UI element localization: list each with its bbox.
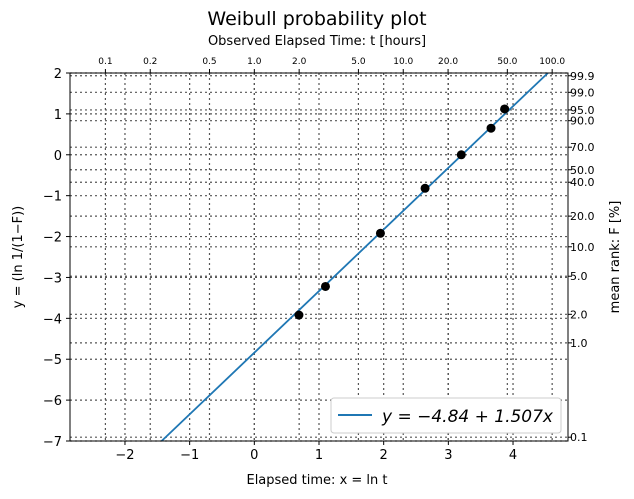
- right-tick-label: 5.0: [570, 270, 588, 283]
- chart-subtitle: Observed Elapsed Time: t [hours]: [208, 34, 426, 49]
- right-tick-label: 10.0: [570, 241, 595, 254]
- top-tick-label: 100.0: [539, 57, 565, 67]
- x-tick-label: 1: [315, 448, 323, 463]
- fit-line: [161, 72, 549, 442]
- top-tick-label: 0.1: [98, 57, 112, 67]
- top-tick-label: 10.0: [393, 57, 413, 67]
- top-tick-label: 50.0: [497, 57, 517, 67]
- top-tick-label: 5.0: [351, 57, 366, 67]
- legend: y = −4.84 + 1.507x: [330, 397, 562, 434]
- right-tick-label: 50.0: [570, 164, 595, 177]
- x-tick-label: −1: [180, 448, 199, 463]
- legend-box: [330, 397, 562, 434]
- chart-title: Weibull probability plot: [207, 8, 426, 30]
- data-point: [486, 123, 496, 133]
- right-tick-label: 95.0: [570, 104, 595, 117]
- x-tick-label: 3: [444, 448, 452, 463]
- data-points: [294, 104, 510, 320]
- right-tick-label: 99.0: [570, 86, 595, 99]
- x-tick-label: −2: [115, 448, 134, 463]
- right-tick-label: 90.0: [570, 115, 595, 128]
- x-tick-label: 4: [509, 448, 517, 463]
- y-axis-label: y = (ln 1/(1−F)): [11, 206, 26, 308]
- data-point: [320, 281, 330, 291]
- top-tick-label: 0.2: [143, 57, 157, 67]
- legend-label: y = −4.84 + 1.507x: [381, 407, 554, 427]
- right-tick-label: 70.0: [570, 141, 595, 154]
- y-tick-label: −1: [43, 190, 62, 205]
- right-tick-label: 0.1: [570, 431, 588, 444]
- x-tick-label: 0: [250, 448, 258, 463]
- x-tick-label: 2: [380, 448, 388, 463]
- plot-frame: [69, 72, 569, 442]
- right-axis: 0.1 1.0 2.0 5.0 10.0 20.0 40.050.0 70.0 90.095.0…: [568, 70, 595, 444]
- data-point: [456, 150, 466, 160]
- right-axis-label: mean rank: F [%]: [608, 201, 623, 314]
- right-tick-label: 20.0: [570, 210, 595, 223]
- y-tick-label: −4: [43, 312, 62, 327]
- y-tick-label: −7: [43, 435, 62, 450]
- y-tick-label: −3: [43, 271, 62, 286]
- y-tick-label: 1: [54, 108, 62, 123]
- y-tick-label: 2: [54, 67, 62, 82]
- fit-line-group: [161, 72, 549, 442]
- right-tick-label: 2.0: [570, 308, 588, 321]
- left-axis: −7 −6 −5 −4 −3 −2 −1 0 1 2: [43, 67, 70, 450]
- top-tick-label: 1.0: [247, 57, 262, 67]
- right-tick-label: 1.0: [570, 337, 588, 350]
- top-tick-label: 20.0: [438, 57, 458, 67]
- data-point: [294, 310, 304, 320]
- top-tick-label: 2.0: [292, 57, 307, 67]
- right-tick-label: 40.0: [570, 176, 595, 189]
- data-point: [500, 104, 510, 114]
- top-tick-label: 0.5: [202, 57, 216, 67]
- right-tick-label: 99.9: [570, 70, 595, 83]
- y-tick-label: 0: [54, 149, 62, 164]
- y-tick-label: −5: [43, 353, 62, 368]
- data-point: [375, 228, 385, 238]
- top-axis: 0.1 0.2 0.5 1.0 2.0 5.0 10.0 20.0 50.0 100.0: [98, 57, 565, 73]
- y-tick-label: −6: [43, 394, 62, 409]
- x-axis-label: Elapsed time: x = ln t: [246, 473, 387, 488]
- data-point: [420, 183, 430, 193]
- y-tick-label: −2: [43, 231, 62, 246]
- bottom-axis: −2 −1 0 1 2 3 4: [115, 441, 517, 463]
